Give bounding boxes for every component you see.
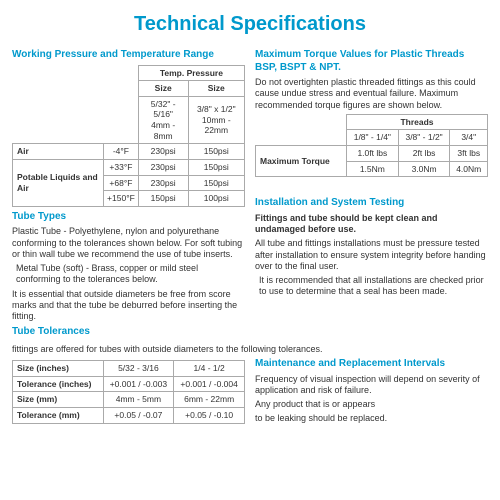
td: 230psi <box>138 144 188 160</box>
para-torque: Do not overtighten plastic threaded fitt… <box>255 77 488 111</box>
td: 6mm - 22mm <box>174 392 245 408</box>
para-tol-lead: fittings are offered for tubes with outs… <box>12 344 488 355</box>
td: 5/32 - 3/16 <box>103 361 174 377</box>
table-pressure: Temp. Pressure Size Size 5/32" - 5/16"4m… <box>12 65 245 207</box>
para-in2: All tube and fittings installations must… <box>255 238 488 272</box>
td: 1.0ft lbs <box>346 146 398 162</box>
td: 3ft lbs <box>450 146 488 162</box>
bottom-left: Size (inches) 5/32 - 3/16 1/4 - 1/2 Tole… <box>12 358 245 428</box>
td: 100psi <box>188 191 244 207</box>
td: 4.0Nm <box>450 161 488 177</box>
heading-torque: Maximum Torque Values for Plastic Thread… <box>255 49 488 74</box>
para-m2: Any product that is or appears <box>255 399 488 410</box>
td: +0.05 / -0.07 <box>103 407 174 423</box>
columns: Working Pressure and Temperature Range T… <box>12 45 488 342</box>
td: 230psi <box>138 159 188 175</box>
th-temp: Temp. Pressure <box>138 65 244 81</box>
row-max-torque: Maximum Torque <box>256 146 347 177</box>
td: 1.5Nm <box>346 161 398 177</box>
bottom-right: Maintenance and Replacement Intervals Fr… <box>255 358 488 428</box>
left-column: Working Pressure and Temperature Range T… <box>12 45 245 342</box>
td: 230psi <box>138 175 188 191</box>
table-tolerances: Size (inches) 5/32 - 3/16 1/4 - 1/2 Tole… <box>12 360 245 424</box>
td: +0.001 / -0.004 <box>174 376 245 392</box>
heading-pressure: Working Pressure and Temperature Range <box>12 49 245 62</box>
heading-tubetypes: Tube Types <box>12 211 245 224</box>
td: -4°F <box>104 144 139 160</box>
th-size-in: Size (inches) <box>13 361 104 377</box>
td: 3.0Nm <box>398 161 450 177</box>
th-tol-in: Tolerance (inches) <box>13 376 104 392</box>
heading-tolerances: Tube Tolerances <box>12 326 245 339</box>
td: 1/4 - 1/2 <box>174 361 245 377</box>
td: +33°F <box>104 159 139 175</box>
para-tt1: Plastic Tube - Polyethylene, nylon and p… <box>12 226 245 260</box>
para-in1: Fittings and tube should be kept clean a… <box>255 213 488 236</box>
td: 150psi <box>138 191 188 207</box>
th-threads: Threads <box>346 114 487 130</box>
th-size2: Size <box>188 81 244 97</box>
td: 1/8" - 1/4" <box>346 130 398 146</box>
para-in3: It is recommended that all installations… <box>259 275 488 298</box>
row-potable: Potable Liquids and Air <box>13 159 104 206</box>
para-tt2: Metal Tube (soft) - Brass, copper or mil… <box>16 263 245 286</box>
td: 150psi <box>188 159 244 175</box>
th-size1: Size <box>138 81 188 97</box>
td: 150psi <box>188 144 244 160</box>
td: 3/8" x 1/2"10mm - 22mm <box>188 96 244 144</box>
td: 3/8" - 1/2" <box>398 130 450 146</box>
para-m3: to be leaking should be replaced. <box>255 413 488 424</box>
td: +0.05 / -0.10 <box>174 407 245 423</box>
heading-maintenance: Maintenance and Replacement Intervals <box>255 358 488 371</box>
heading-install: Installation and System Testing <box>255 197 488 210</box>
td: 2ft lbs <box>398 146 450 162</box>
th-size-mm: Size (mm) <box>13 392 104 408</box>
para-m1: Frequency of visual inspection will depe… <box>255 374 488 397</box>
page-title: Technical Specifications <box>12 12 488 37</box>
td: +150°F <box>104 191 139 207</box>
para-tt3: It is essential that outside diameters b… <box>12 289 245 323</box>
right-column: Maximum Torque Values for Plastic Thread… <box>255 45 488 342</box>
table-torque: Threads 1/8" - 1/4" 3/8" - 1/2" 3/4" Max… <box>255 114 488 178</box>
td: 4mm - 5mm <box>103 392 174 408</box>
th-tol-mm: Tolerance (mm) <box>13 407 104 423</box>
td: +0.001 / -0.003 <box>103 376 174 392</box>
bottom-columns: Size (inches) 5/32 - 3/16 1/4 - 1/2 Tole… <box>12 358 488 428</box>
td: 5/32" - 5/16"4mm - 8mm <box>138 96 188 144</box>
row-air: Air <box>13 144 104 160</box>
td: 3/4" <box>450 130 488 146</box>
td: +68°F <box>104 175 139 191</box>
td: 150psi <box>188 175 244 191</box>
